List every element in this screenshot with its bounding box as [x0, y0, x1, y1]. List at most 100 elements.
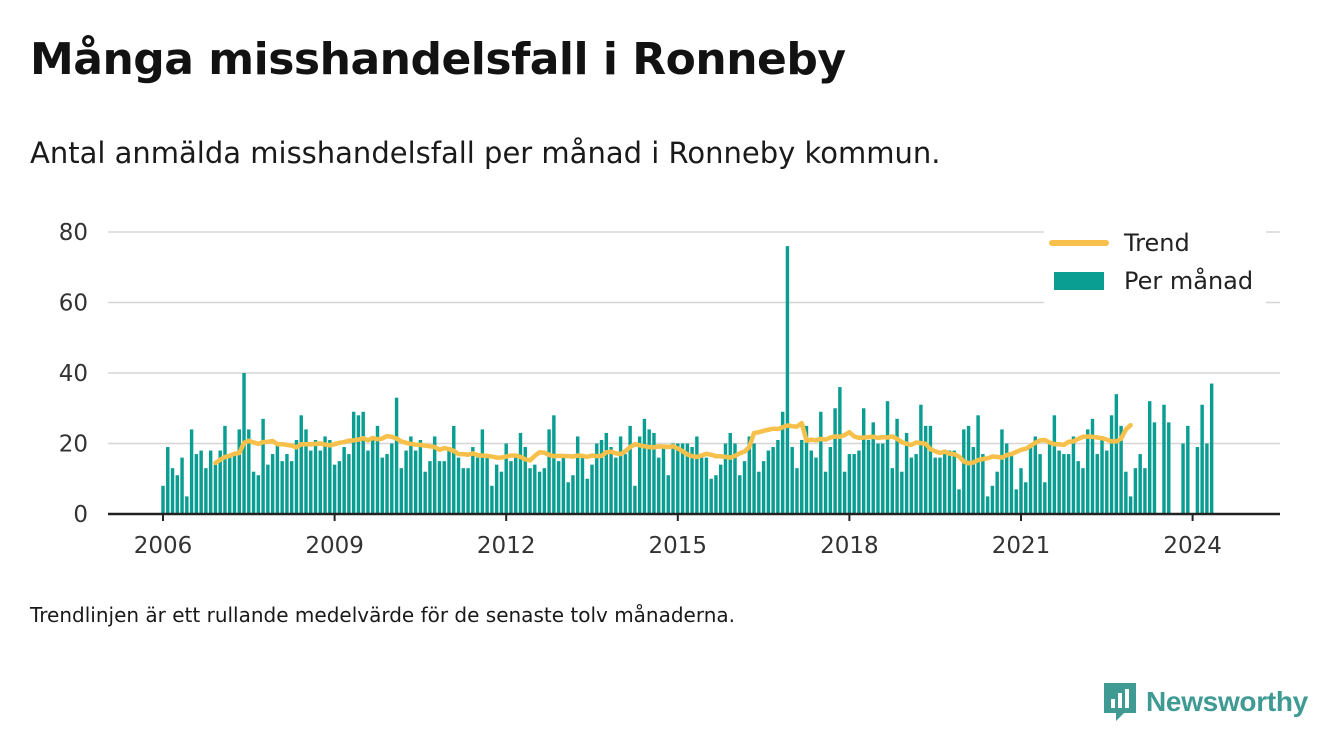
bar — [776, 439, 780, 514]
bar — [1119, 425, 1123, 515]
bar — [375, 425, 380, 515]
bar — [1052, 415, 1057, 514]
bar-series-per-manad — [161, 246, 1214, 515]
bar — [685, 443, 690, 514]
bar — [809, 450, 813, 514]
bar — [747, 436, 752, 514]
bar — [995, 471, 999, 514]
bar — [671, 443, 675, 514]
bar — [595, 443, 599, 514]
y-tick-label: 80 — [59, 220, 88, 246]
bar — [919, 404, 923, 514]
bar — [1043, 482, 1047, 514]
bar — [795, 468, 799, 514]
bar — [170, 468, 175, 514]
bar — [1000, 429, 1004, 514]
bar — [1143, 468, 1147, 514]
legend-background — [1044, 226, 1266, 304]
bar — [437, 461, 442, 515]
bar — [528, 468, 532, 514]
bar — [895, 418, 899, 514]
bar — [232, 454, 237, 514]
bar — [509, 461, 513, 515]
bar — [923, 425, 928, 515]
bar — [180, 457, 184, 514]
bar — [590, 464, 594, 514]
bar — [1152, 422, 1157, 514]
bar — [914, 454, 918, 514]
bar — [185, 496, 189, 515]
bar — [1047, 443, 1052, 514]
bar — [933, 457, 937, 514]
bar — [194, 454, 199, 514]
bar — [366, 450, 370, 514]
bar — [957, 489, 961, 514]
bar — [251, 471, 256, 514]
bar — [876, 443, 880, 514]
bar — [294, 439, 299, 514]
bar — [475, 457, 480, 514]
x-tick-label: 2006 — [134, 533, 193, 559]
newsworthy-logo: Newsworthy — [1102, 680, 1308, 724]
bar — [804, 425, 809, 515]
x-tick-label: 2018 — [820, 533, 879, 559]
x-tick-label: 2015 — [649, 533, 708, 559]
bar — [466, 468, 470, 514]
bar — [1133, 468, 1138, 514]
bar — [1081, 468, 1085, 514]
bar — [394, 397, 399, 514]
bar — [208, 450, 213, 514]
bar — [699, 457, 704, 514]
legend: Trend Per månad — [1044, 226, 1266, 304]
bar — [618, 436, 623, 514]
bar — [757, 471, 761, 514]
bar — [985, 496, 990, 515]
bar — [1205, 443, 1209, 514]
bar — [885, 401, 890, 514]
bar — [952, 450, 956, 514]
bar — [1138, 454, 1142, 514]
bar — [1033, 436, 1038, 514]
bar — [966, 425, 971, 515]
bar — [881, 443, 885, 514]
bar — [657, 457, 661, 514]
bar — [742, 461, 747, 515]
bar — [304, 429, 308, 514]
bar — [499, 471, 504, 514]
bar — [385, 454, 389, 514]
bar — [485, 457, 489, 514]
bar — [819, 411, 823, 514]
bar — [1128, 496, 1133, 515]
bar — [690, 447, 694, 514]
bar — [247, 429, 251, 514]
bar — [604, 432, 609, 514]
bar — [1200, 404, 1204, 514]
bar — [404, 450, 408, 514]
bar — [328, 439, 332, 514]
bar — [456, 457, 461, 514]
bar — [738, 475, 742, 514]
bar — [709, 478, 713, 514]
chart-title: Många misshandelsfall i Ronneby — [30, 34, 846, 85]
bar — [718, 464, 723, 514]
y-tick-label: 60 — [59, 291, 88, 317]
bar — [1105, 450, 1109, 514]
bar — [571, 475, 575, 514]
bar — [380, 457, 384, 514]
bar — [318, 450, 323, 514]
bar — [1114, 394, 1119, 514]
y-tick-label: 20 — [59, 432, 88, 458]
bar — [1167, 422, 1171, 514]
bar — [280, 461, 284, 515]
bar — [943, 454, 947, 514]
bar — [447, 447, 451, 514]
bar — [666, 475, 670, 514]
bar — [237, 429, 241, 514]
bar — [218, 450, 222, 514]
bar — [261, 418, 265, 514]
bar — [900, 471, 904, 514]
bar — [771, 447, 775, 514]
bar — [323, 436, 327, 514]
bar — [289, 461, 294, 515]
x-tick-label: 2024 — [1163, 533, 1222, 559]
